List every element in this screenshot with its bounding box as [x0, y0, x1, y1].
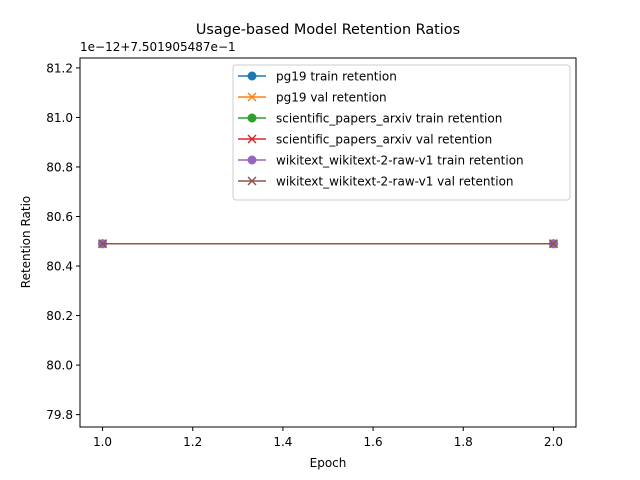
series-layer: [98, 239, 558, 249]
x-tick-label: 1.4: [273, 435, 292, 449]
legend-entry: scientific_papers_arxiv val retention: [276, 133, 492, 147]
legend-marker: [247, 134, 257, 144]
x-axis-label: Epoch: [310, 456, 347, 470]
x-tick-label: 1.0: [93, 435, 112, 449]
legend-entry: pg19 train retention: [276, 70, 397, 84]
x-tick-label: 1.2: [183, 435, 202, 449]
y-tick-label: 80.4: [46, 260, 73, 274]
legend: pg19 train retention pg19 val retention sc…: [232, 64, 571, 201]
legend-marker: [247, 113, 257, 123]
y-tick-label: 80.6: [46, 210, 73, 224]
y-tick-label: 80.2: [46, 309, 73, 323]
x-axis-ticks: 1.0 1.2 1.4 1.6 1.8 2.0: [93, 427, 563, 449]
legend-marker: [247, 92, 257, 102]
legend-marker: [247, 176, 257, 186]
y-axis-ticks: 79.8 80.0 80.2 80.4 80.6 80.8 81.0 81.2: [46, 61, 80, 422]
legend-box: [232, 64, 571, 201]
x-tick-label: 1.8: [454, 435, 473, 449]
y-tick-label: 79.8: [46, 408, 73, 422]
plot-frame: [79, 57, 577, 428]
legend-marker: [247, 155, 257, 165]
y-tick-label: 80.0: [46, 359, 73, 373]
legend-entry: wikitext_wikitext-2-raw-v1 train retenti…: [276, 154, 524, 168]
x-tick-label: 1.6: [364, 435, 383, 449]
chart-title: Usage-based Model Retention Ratios: [196, 22, 460, 38]
x-tick-label: 2.0: [544, 435, 563, 449]
legend-entry: scientific_papers_arxiv train retention: [276, 112, 502, 126]
y-tick-label: 81.0: [46, 111, 73, 125]
y-offset-text: 1e−12+7.501905487e−1: [80, 40, 236, 54]
y-tick-label: 81.2: [46, 61, 73, 75]
data-point: [98, 239, 108, 249]
legend-entry: wikitext_wikitext-2-raw-v1 val retention: [276, 175, 514, 189]
legend-marker: [247, 71, 257, 81]
data-point: [548, 239, 558, 249]
y-axis-label: Retention Ratio: [19, 196, 33, 288]
legend-entry: pg19 val retention: [276, 91, 387, 105]
y-tick-label: 80.8: [46, 160, 73, 174]
